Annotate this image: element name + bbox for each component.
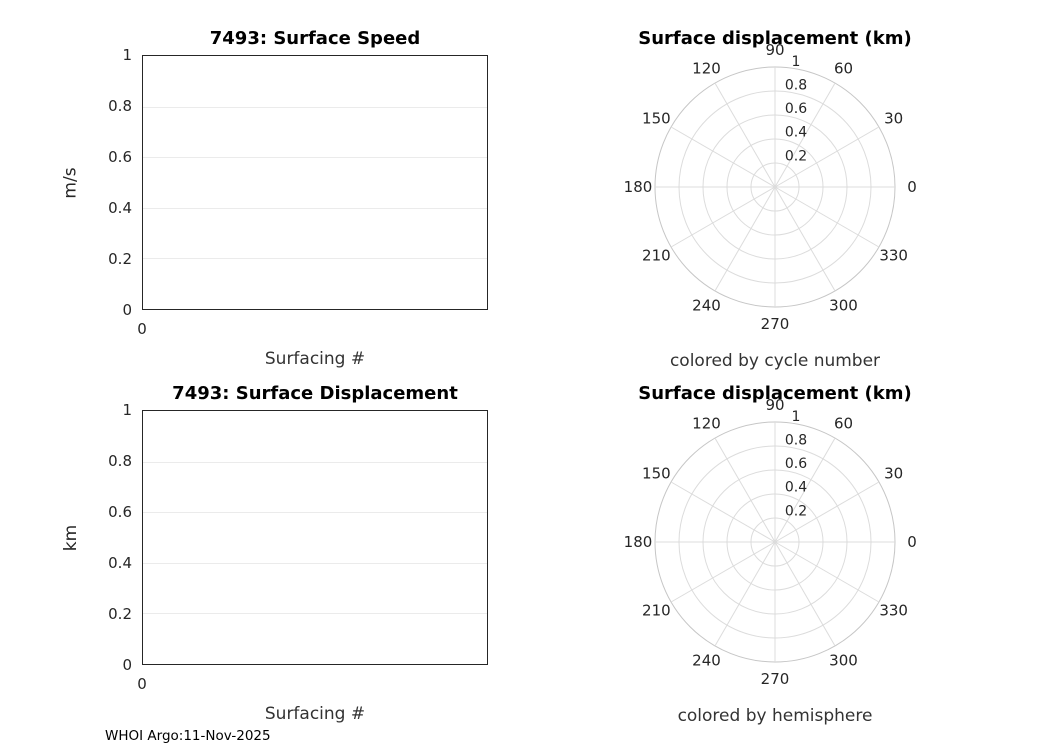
angle-tick-label: 0 [907,178,917,196]
footer-note: WHOI Argo:11-Nov-2025 [105,728,271,744]
x-tick-label: 0 [137,320,147,338]
polar-plot-hemisphere: 0 30 60 90 120 150 180 210 240 270 300 330 0.2 0.4 0.6… [624,396,917,688]
angle-tick-label: 150 [642,465,671,483]
plot-title: 7493: Surface Speed [209,28,421,49]
polar-grid-spoke [670,541,776,603]
radial-tick-label: 0.8 [785,432,807,448]
plot-area [142,410,488,665]
angle-tick-label: 60 [834,414,853,432]
plot-title: Surface displacement (km) [638,383,912,404]
angle-tick-label: 30 [884,465,903,483]
x-axis-ticks: 0 [137,675,488,695]
gridline [143,461,487,463]
radial-tick-label: 0.2 [785,503,807,519]
angle-tick-label: 90 [765,396,784,414]
gridline [143,613,487,615]
y-tick-label: 0.6 [108,503,132,521]
y-tick-label: 0 [122,656,132,674]
angle-tick-label: 0 [907,533,917,551]
radial-tick-label: 0.8 [785,77,807,93]
gridline [143,207,487,209]
gridline [143,512,487,514]
angle-tick-label: 120 [692,414,721,432]
angle-tick-label: 330 [879,247,908,265]
angle-tick-label: 300 [829,297,858,315]
polar-grid-spoke [714,186,776,292]
angle-tick-label: 120 [692,59,721,77]
polar-grid-spoke [774,186,880,248]
gridline [143,157,487,159]
radial-tick-label: 0.4 [785,125,807,141]
y-tick-label: 0.2 [108,250,132,268]
radial-tick-label: 0.2 [785,148,807,164]
plot-title: 7493: Surface Displacement [172,383,458,404]
angle-tick-label: 270 [761,670,790,688]
y-axis-ticks: 0 0.2 0.4 0.6 0.8 1 [92,46,132,319]
gridline [143,258,487,260]
polar-grid-spoke [714,437,776,543]
polar-grid-spoke [774,541,880,603]
y-axis-label-wrap: km [56,410,86,665]
angle-tick-label: 210 [642,247,671,265]
y-tick-label: 0.4 [108,554,132,572]
y-tick-label: 0.6 [108,148,132,166]
angle-tick-label: 300 [829,652,858,670]
polar-grid-spoke [670,126,776,188]
polar-grid-spoke [774,481,880,543]
y-tick-label: 1 [122,401,132,419]
angle-tick-label: 180 [624,178,653,196]
polar-grid-spoke [714,82,776,188]
polar-grid-spoke [774,126,880,188]
y-tick-label: 0.8 [108,97,132,115]
polar-grid-spoke [670,186,776,248]
radial-tick-label: 1 [792,409,801,425]
radial-tick-label: 0.6 [785,456,807,472]
x-axis-label: Surfacing # [264,349,366,369]
angle-tick-label: 240 [692,297,721,315]
polar-grid-spoke [774,186,836,292]
angle-tick-label: 90 [765,41,784,59]
y-axis-ticks: 0 0.2 0.4 0.6 0.8 1 [92,401,132,674]
angle-tick-label: 30 [884,110,903,128]
polar-grid-spoke [774,437,836,543]
y-axis-label: km [61,524,81,551]
y-tick-label: 0.2 [108,605,132,623]
plot-area [142,55,488,310]
polar-grid-spoke [774,541,836,647]
radial-tick-label: 0.4 [785,480,807,496]
polar-grid-spoke [774,82,836,188]
polar-grid-spoke [714,541,776,647]
polar-caption: colored by hemisphere [677,706,873,726]
polar-plot-cycle-number: 0 30 60 90 120 150 180 210 240 270 300 330 0.2 0.4 0.6… [624,41,917,333]
angle-tick-label: 210 [642,602,671,620]
polar-caption: colored by cycle number [669,351,881,371]
gridline [143,562,487,564]
angle-tick-label: 60 [834,59,853,77]
radial-tick-label: 0.6 [785,101,807,117]
y-tick-label: 0.8 [108,452,132,470]
angle-tick-label: 240 [692,652,721,670]
y-axis-label-wrap: m/s [56,55,86,310]
angle-tick-label: 150 [642,110,671,128]
angle-tick-label: 330 [879,602,908,620]
angle-tick-label: 180 [624,533,653,551]
plot-title: Surface displacement (km) [638,28,912,49]
y-tick-label: 0 [122,301,132,319]
x-axis-ticks: 0 [137,320,488,340]
x-axis-label: Surfacing # [264,704,366,724]
angle-tick-label: 270 [761,315,790,333]
y-tick-label: 0.4 [108,199,132,217]
x-tick-label: 0 [137,675,147,693]
y-tick-label: 1 [122,46,132,64]
radial-tick-label: 1 [792,54,801,70]
polar-grid-spoke [670,481,776,543]
y-axis-label: m/s [61,166,81,199]
gridline [143,106,487,108]
